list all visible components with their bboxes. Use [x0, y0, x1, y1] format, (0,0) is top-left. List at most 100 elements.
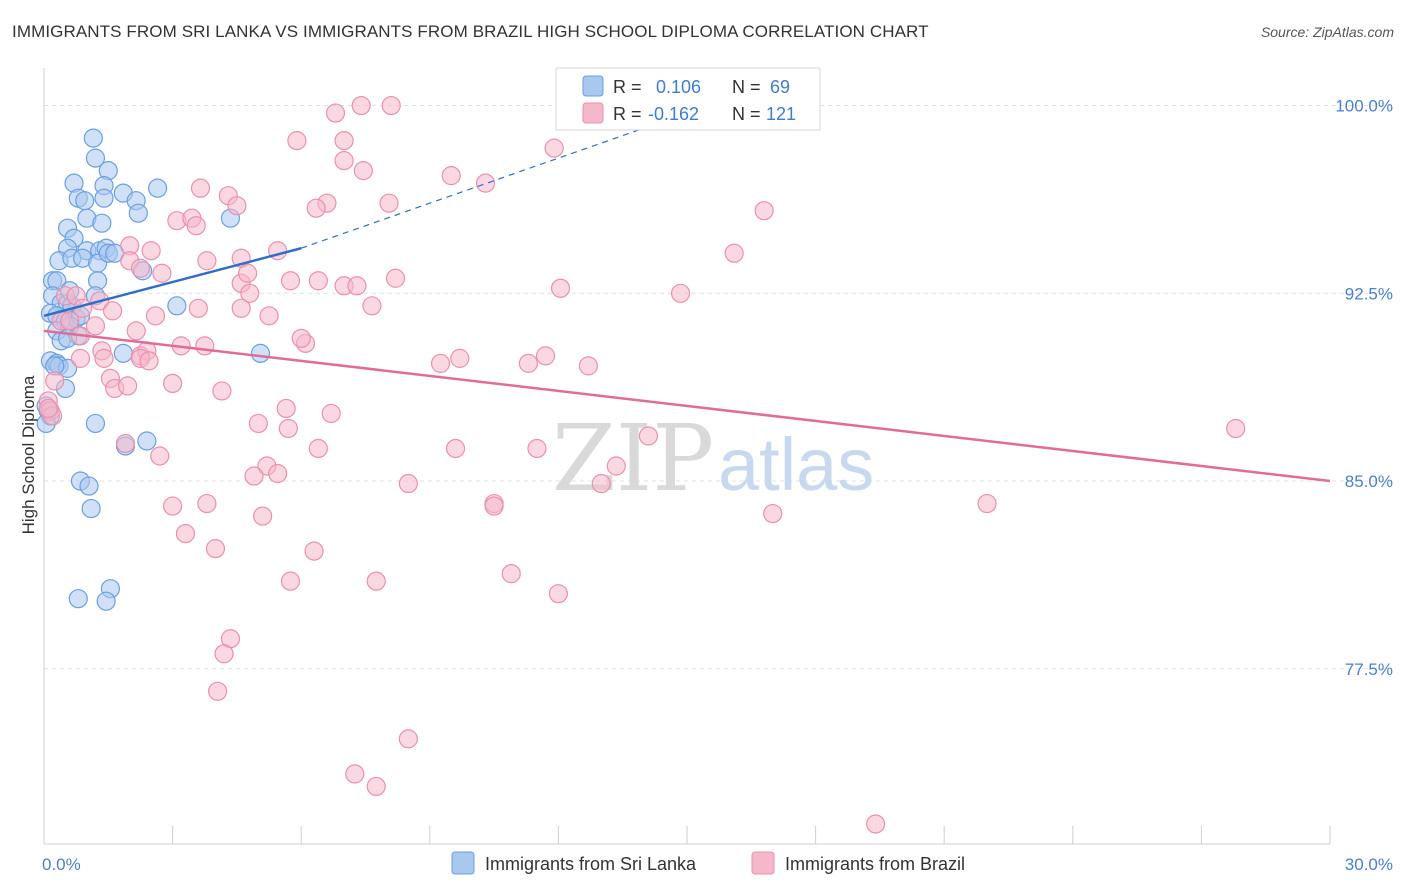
- brazil-point: [278, 418, 298, 439]
- brazil-point: [231, 298, 251, 318]
- brazil-trend-line: [43, 329, 1331, 483]
- brazil-point: [280, 571, 301, 591]
- brazil-point: [227, 196, 247, 216]
- brazil-point: [205, 539, 226, 559]
- legend-swatch-pink: [582, 102, 604, 124]
- brazil-point: [398, 473, 418, 494]
- brazil-point: [347, 276, 367, 296]
- brazil-point: [139, 351, 159, 371]
- brazil-point: [126, 321, 146, 341]
- sri-lanka-point: [75, 191, 95, 211]
- brazil-point: [163, 373, 183, 394]
- brazil-point: [548, 584, 569, 604]
- sri-lanka-point: [96, 591, 116, 611]
- brazil-point: [578, 356, 599, 376]
- bottom-legend-label-sri-lanka: Immigrants from Sri Lanka: [485, 854, 697, 874]
- brazil-point: [385, 268, 406, 288]
- brazil-point: [197, 493, 217, 514]
- brazil-point: [1226, 418, 1246, 439]
- brazil-point: [188, 298, 208, 318]
- brazil-point: [518, 353, 538, 373]
- brazil-point: [145, 306, 166, 326]
- sri-lanka-point: [137, 431, 157, 451]
- brazil-point: [544, 138, 564, 158]
- brazil-point: [212, 381, 232, 401]
- brazil-point: [381, 95, 401, 116]
- brazil-point: [259, 306, 279, 326]
- stats-legend: R = 0.106 N = 69 R = -0.162 N = 121: [555, 67, 821, 131]
- brazil-point: [163, 496, 183, 516]
- watermark-atlas: atlas: [718, 423, 874, 506]
- brazil-point: [190, 178, 211, 198]
- brazil-point: [306, 198, 326, 218]
- brazil-point: [253, 506, 273, 526]
- y-tick-label: 85.0%: [1345, 472, 1393, 491]
- brazil-point: [366, 571, 386, 591]
- brazil-point: [550, 278, 571, 298]
- brazil-point: [475, 173, 496, 193]
- brazil-point: [321, 403, 341, 424]
- brazil-point: [291, 328, 311, 348]
- bottom-legend-swatch-brazil: [751, 851, 775, 875]
- grid-lines: [44, 105, 1392, 670]
- sri-lanka-point: [81, 498, 101, 519]
- brazil-point: [754, 201, 774, 221]
- brazil-point: [38, 398, 58, 419]
- brazil-point: [591, 473, 611, 494]
- legend-n-value-2: 121: [766, 104, 796, 124]
- brazil-point: [60, 311, 80, 331]
- brazil-point: [353, 161, 373, 181]
- brazil-point: [280, 271, 301, 291]
- axes: [43, 68, 1331, 845]
- brazil-point: [304, 541, 324, 561]
- sri-lanka-point: [79, 476, 99, 496]
- brazil-point: [866, 814, 886, 834]
- sri-lanka-point: [128, 203, 148, 223]
- sri-lanka-point: [94, 188, 114, 208]
- brazil-point: [150, 446, 170, 466]
- sri-lanka-point: [92, 213, 112, 233]
- legend-n-value-1: 69: [770, 77, 790, 97]
- brazil-point: [366, 776, 386, 797]
- brazil-point: [445, 438, 466, 459]
- brazil-point: [130, 258, 151, 278]
- brazil-point: [484, 496, 504, 516]
- brazil-point: [117, 376, 138, 396]
- brazil-point: [115, 433, 136, 454]
- brazil-point: [977, 493, 997, 514]
- brazil-point: [94, 348, 114, 368]
- sri-lanka-point: [147, 178, 168, 198]
- brazil-point: [186, 216, 206, 236]
- brazil-point: [334, 151, 354, 171]
- brazil-point: [638, 426, 659, 446]
- sri-lanka-point: [83, 128, 103, 148]
- sri-lanka-point: [113, 343, 133, 363]
- brazil-point: [287, 130, 307, 151]
- brazil-point: [85, 316, 106, 336]
- brazil-point: [430, 353, 451, 373]
- legend-n-label-2: N =: [732, 104, 761, 124]
- brazil-point: [398, 729, 418, 749]
- brazil-point: [325, 103, 346, 123]
- brazil-point: [501, 564, 521, 584]
- brazil-point: [45, 371, 65, 391]
- brazil-point: [248, 413, 268, 434]
- brazil-point: [441, 166, 461, 186]
- brazil-point: [763, 503, 783, 524]
- legend-r-value-1: 0.106: [656, 77, 701, 97]
- source-credit: Source: ZipAtlas.com: [1260, 24, 1394, 40]
- sri-lanka-point: [85, 148, 106, 168]
- brazil-point: [214, 644, 234, 664]
- brazil-point: [238, 263, 258, 283]
- brazil-point: [535, 346, 556, 366]
- brazil-point: [724, 243, 744, 263]
- x-tick-label: 0.0%: [42, 855, 81, 874]
- legend-swatch-blue: [582, 75, 604, 97]
- sri-lanka-trend-line: [43, 247, 302, 318]
- brazil-point: [195, 336, 215, 356]
- brazil-point: [102, 301, 123, 321]
- brazil-point: [276, 398, 296, 419]
- brazil-point: [197, 251, 217, 271]
- sri-lanka-point: [68, 589, 88, 609]
